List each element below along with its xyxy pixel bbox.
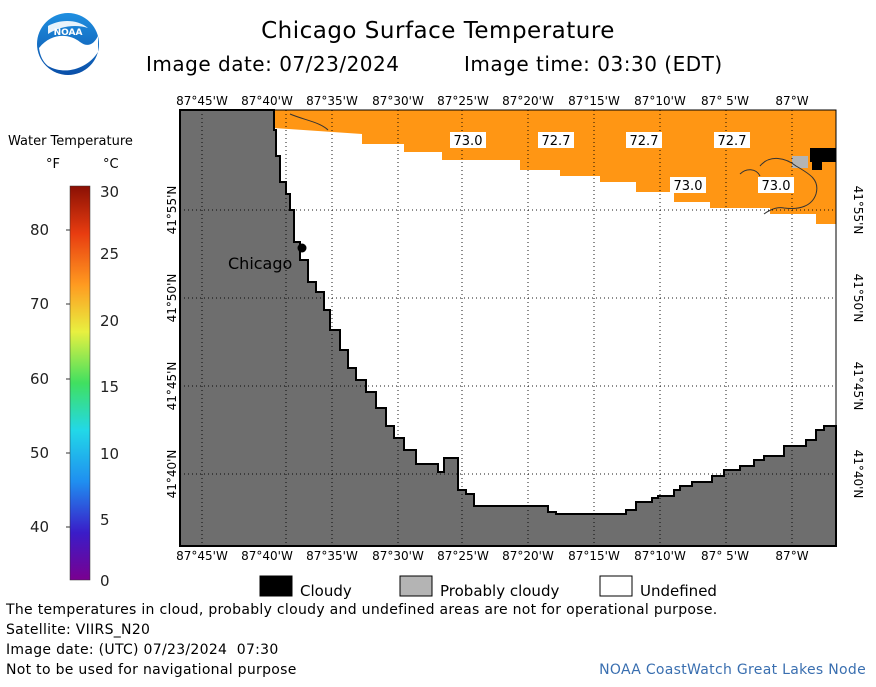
lon-label: 87°30'W [372,549,424,563]
probably-cloudy-area [792,156,808,168]
lon-label: 87°40'W [241,94,293,108]
footer-credit: NOAA CoastWatch Great Lakes Node [599,662,866,678]
legend-swatch-undefined [599,575,633,597]
c-tick-20: 20 [100,312,119,330]
coast-contour [739,169,761,177]
legend-label-cloudy: Cloudy [300,582,352,600]
chicago-label: Chicago [228,254,292,273]
lat-label: 41°55'N [851,186,865,235]
footer-utc-date: Image date: (UTC) 07/23/2024 07:30 [6,642,279,658]
colorbar-c-ticks: 30 25 20 15 10 5 0 [100,183,119,590]
coast-contour [759,158,818,215]
map: Chicago 73.0 72.7 72.7 72.7 73.0 73.0 87… [165,94,865,600]
footer-nav-warning: Not to be used for navigational purpose [6,662,297,678]
warm-water-area [274,110,836,224]
lat-label: 41°50'N [851,274,865,323]
footer-satellite: Satellite: VIIRS_N20 [6,622,151,638]
lon-label: 87°15'W [568,549,620,563]
lon-label: 87°40'W [241,549,293,563]
legend-swatch-probably-cloudy [399,575,433,597]
lon-label: 87°45'W [176,94,228,108]
f-tick-60: 60 [30,370,49,388]
cloud-area [812,162,822,170]
lon-label: 87°10'W [634,549,686,563]
lon-label: 87°25'W [437,94,489,108]
colorbar: 80 70 60 50 40 30 25 20 15 10 5 0 [30,183,119,590]
lon-label: 87°20'W [502,549,554,563]
lon-label: 87° 5'W [701,549,749,563]
temp-label: 72.7 [542,134,571,149]
footer-note: The temperatures in cloud, probably clou… [6,602,718,618]
colorbar-title: Water Temperature [8,134,133,149]
legend-swatch-cloudy [259,575,293,597]
lon-label: 87°45'W [176,549,228,563]
map-legend: Cloudy Probably cloudy Undefined [259,575,717,600]
lon-label: 87°10'W [634,94,686,108]
cloud-area [810,148,836,162]
lat-label: 41°40'N [851,450,865,499]
lon-label: 87°20'W [502,94,554,108]
map-frame [179,109,837,547]
chicago-marker [297,243,307,253]
c-tick-10: 10 [100,445,119,463]
legend-label-probably-cloudy: Probably cloudy [440,582,559,600]
lon-labels-bottom: 87°45'W 87°40'W 87°35'W 87°30'W 87°25'W … [176,549,809,563]
image-date-label: Image date: 07/23/2024 [146,52,400,76]
colorbar-gradient [69,185,91,581]
land-area [179,109,837,547]
lon-label: 87°35'W [306,549,358,563]
temp-label: 72.7 [630,134,659,149]
c-tick-0: 0 [100,572,110,590]
lon-label: 87° 5'W [701,94,749,108]
lat-label: 41°50'N [165,274,179,323]
colorbar-f-ticks: 80 70 60 50 40 [30,221,70,536]
image-time-label: Image time: 03:30 (EDT) [464,52,723,76]
lon-label: 87°35'W [306,94,358,108]
temp-label: 73.0 [762,179,791,194]
lon-label: 87°15'W [568,94,620,108]
noaa-logo: NOAA [37,13,99,75]
svg-text:NOAA: NOAA [54,28,83,38]
coast-contour [289,113,329,131]
lon-label: 87°25'W [437,549,489,563]
temp-label: 73.0 [454,134,483,149]
f-tick-70: 70 [30,295,49,313]
f-tick-50: 50 [30,444,49,462]
c-tick-25: 25 [100,245,119,263]
colorbar-unit-f: °F [46,157,60,172]
c-tick-30: 30 [100,183,119,201]
f-tick-40: 40 [30,518,49,536]
page-title: Chicago Surface Temperature [261,18,615,44]
c-tick-5: 5 [100,511,110,529]
c-tick-15: 15 [100,378,119,396]
lat-label: 41°45'N [851,362,865,411]
lat-labels-right: 41°55'N 41°50'N 41°45'N 41°40'N [851,186,865,499]
f-tick-80: 80 [30,221,49,239]
lat-label: 41°40'N [165,450,179,499]
legend-label-undefined: Undefined [640,582,717,600]
lon-label: 87°W [775,549,808,563]
lon-label: 87°30'W [372,94,424,108]
lat-labels-left: 41°55'N 41°50'N 41°45'N 41°40'N [165,186,179,499]
temp-label: 72.7 [718,134,747,149]
colorbar-unit-c: °C [103,157,119,172]
lat-label: 41°45'N [165,362,179,411]
lat-label: 41°55'N [165,186,179,235]
lon-label: 87°W [775,94,808,108]
temp-label: 73.0 [674,179,703,194]
lon-labels-top: 87°45'W 87°40'W 87°35'W 87°30'W 87°25'W … [176,94,809,108]
